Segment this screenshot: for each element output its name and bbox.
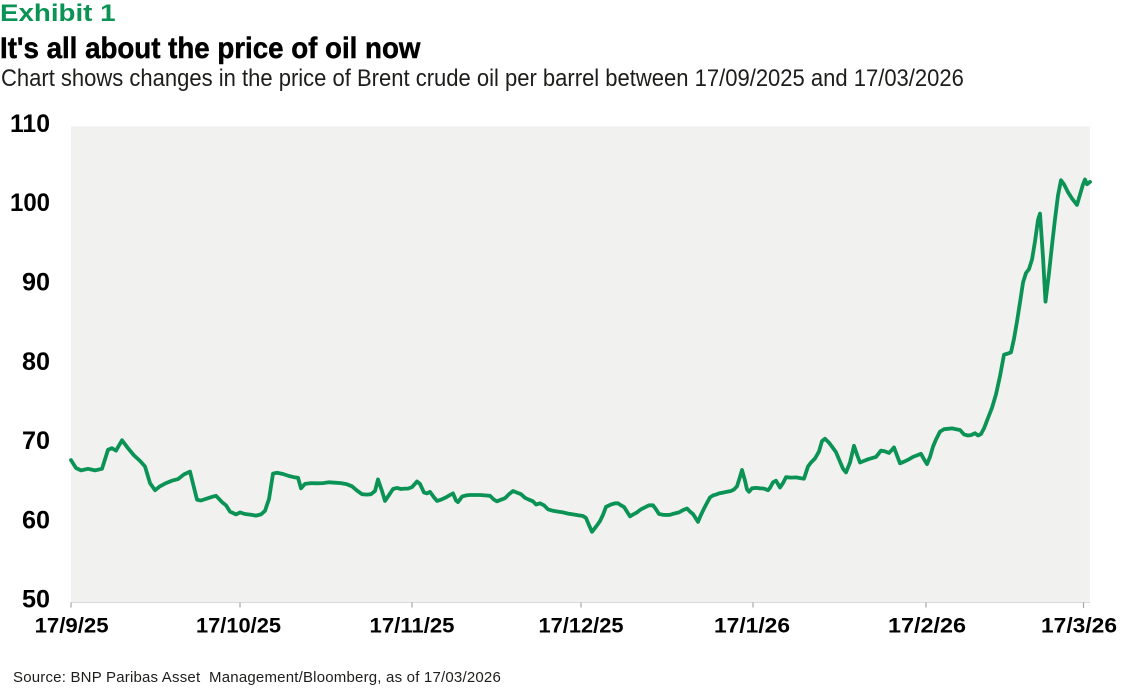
svg-text:100: 100	[10, 189, 50, 217]
svg-text:17/3/26: 17/3/26	[1041, 615, 1117, 638]
svg-text:17/2/26: 17/2/26	[888, 615, 966, 638]
svg-text:17/12/25: 17/12/25	[539, 615, 624, 638]
svg-text:80: 80	[22, 348, 50, 376]
svg-text:90: 90	[22, 269, 50, 297]
svg-text:50: 50	[22, 586, 50, 614]
svg-text:70: 70	[22, 427, 50, 455]
svg-text:17/11/25: 17/11/25	[370, 615, 455, 638]
svg-text:17/9/25: 17/9/25	[35, 615, 109, 638]
svg-text:17/10/25: 17/10/25	[196, 615, 281, 638]
svg-text:60: 60	[22, 506, 50, 534]
svg-text:17/1/26: 17/1/26	[714, 615, 790, 638]
svg-text:110: 110	[10, 110, 50, 138]
